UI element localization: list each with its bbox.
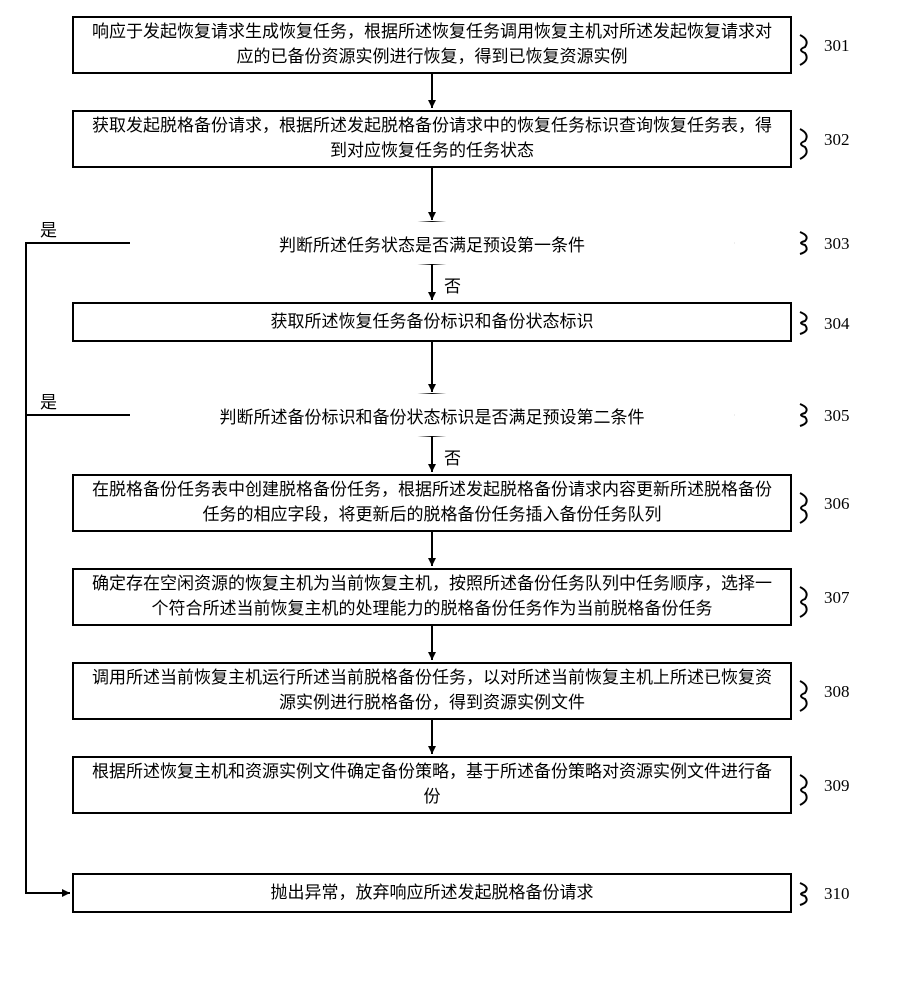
- step-306-text: 在脱格备份任务表中创建脱格备份任务，根据所述发起脱格备份请求内容更新所述脱格备份…: [88, 478, 776, 527]
- step-309: 根据所述恢复主机和资源实例文件确定备份策略，基于所述备份策略对资源实例文件进行备…: [72, 756, 792, 814]
- label-305-yes: 是: [40, 388, 57, 413]
- label-306: 306: [824, 494, 850, 514]
- label-304: 304: [824, 314, 850, 334]
- step-310: 抛出异常，放弃响应所述发起脱格备份请求: [72, 873, 792, 913]
- label-309: 309: [824, 776, 850, 796]
- label-305-no: 否: [444, 444, 461, 469]
- decision-305: 判断所述备份标识和备份状态标识是否满足预设第二条件: [130, 394, 734, 436]
- label-310: 310: [824, 884, 850, 904]
- step-307: 确定存在空闲资源的恢复主机为当前恢复主机，按照所述备份任务队列中任务顺序，选择一…: [72, 568, 792, 626]
- step-309-text: 根据所述恢复主机和资源实例文件确定备份策略，基于所述备份策略对资源实例文件进行备…: [88, 760, 776, 809]
- step-307-text: 确定存在空闲资源的恢复主机为当前恢复主机，按照所述备份任务队列中任务顺序，选择一…: [88, 572, 776, 621]
- step-301-text: 响应于发起恢复请求生成恢复任务，根据所述恢复任务调用恢复主机对所述发起恢复请求对…: [88, 20, 776, 69]
- step-308: 调用所述当前恢复主机运行所述当前脱格备份任务，以对所述当前恢复主机上所述已恢复资…: [72, 662, 792, 720]
- step-306: 在脱格备份任务表中创建脱格备份任务，根据所述发起脱格备份请求内容更新所述脱格备份…: [72, 474, 792, 532]
- step-302-text: 获取发起脱格备份请求，根据所述发起脱格备份请求中的恢复任务标识查询恢复任务表，得…: [88, 114, 776, 163]
- label-302: 302: [824, 130, 850, 150]
- step-302: 获取发起脱格备份请求，根据所述发起脱格备份请求中的恢复任务标识查询恢复任务表，得…: [72, 110, 792, 168]
- decision-305-text: 判断所述备份标识和备份状态标识是否满足预设第二条件: [220, 403, 645, 428]
- label-303: 303: [824, 234, 850, 254]
- step-310-text: 抛出异常，放弃响应所述发起脱格备份请求: [271, 881, 594, 906]
- label-303-no: 否: [444, 272, 461, 297]
- decision-303-text: 判断所述任务状态是否满足预设第一条件: [279, 231, 585, 256]
- label-301: 301: [824, 36, 850, 56]
- step-304: 获取所述恢复任务备份标识和备份状态标识: [72, 302, 792, 342]
- label-307: 307: [824, 588, 850, 608]
- decision-303: 判断所述任务状态是否满足预设第一条件: [130, 222, 734, 264]
- step-304-text: 获取所述恢复任务备份标识和备份状态标识: [271, 310, 594, 335]
- label-305: 305: [824, 406, 850, 426]
- label-308: 308: [824, 682, 850, 702]
- label-303-yes: 是: [40, 216, 57, 241]
- step-301: 响应于发起恢复请求生成恢复任务，根据所述恢复任务调用恢复主机对所述发起恢复请求对…: [72, 16, 792, 74]
- step-308-text: 调用所述当前恢复主机运行所述当前脱格备份任务，以对所述当前恢复主机上所述已恢复资…: [88, 666, 776, 715]
- flowchart-container: 响应于发起恢复请求生成恢复任务，根据所述恢复任务调用恢复主机对所述发起恢复请求对…: [0, 0, 898, 1000]
